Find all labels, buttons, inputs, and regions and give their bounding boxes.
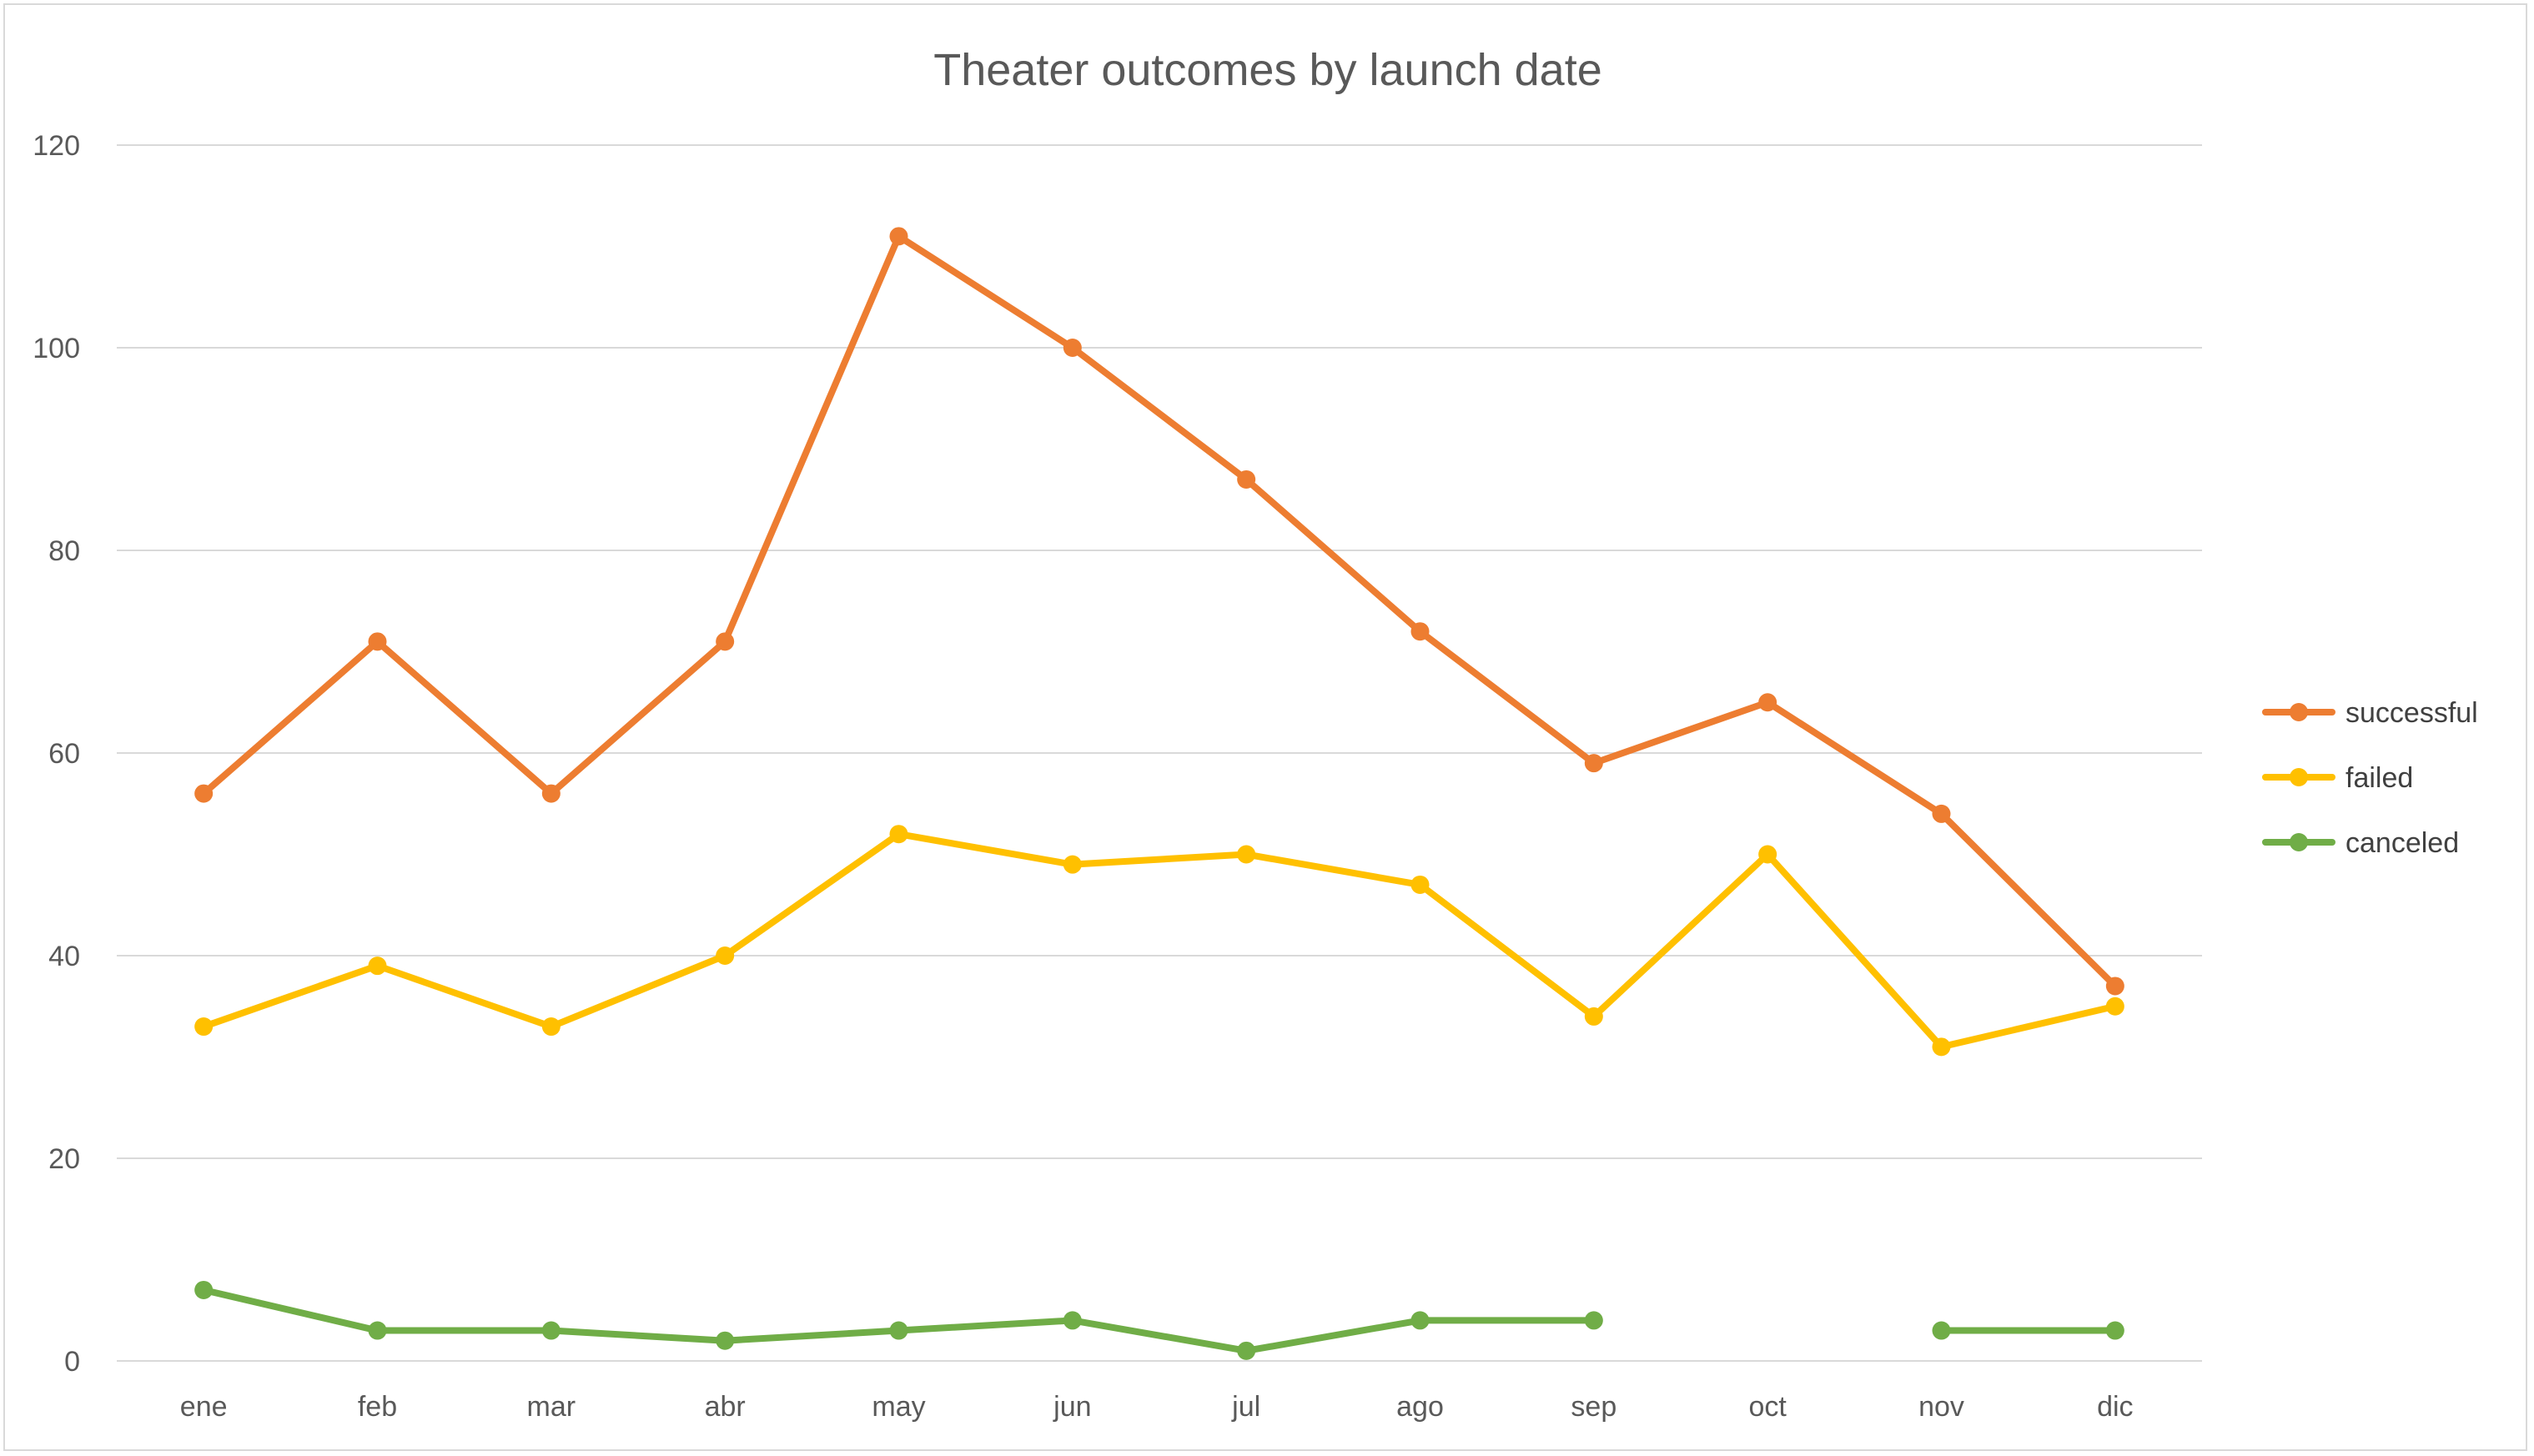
- data-point-failed-sep: [1584, 1007, 1603, 1026]
- legend-item-canceled: canceled: [2262, 827, 2459, 859]
- series-canceled: [194, 1280, 2124, 1360]
- series-line-failed: [200, 831, 2119, 1051]
- data-point-canceled-nov: [1932, 1321, 1951, 1340]
- data-point-canceled-sep: [1584, 1311, 1603, 1330]
- series-failed: [194, 825, 2124, 1057]
- legend-label: canceled: [2345, 827, 2459, 859]
- legend-label: successful: [2345, 697, 2478, 729]
- data-point-canceled-abr: [716, 1331, 735, 1350]
- data-point-failed-nov: [1932, 1037, 1951, 1057]
- series-group: [194, 227, 2124, 1360]
- x-tick-label-jul: jul: [1231, 1391, 1260, 1423]
- data-point-successful-ene: [194, 784, 214, 803]
- series-line-canceled: [200, 1286, 1597, 1354]
- data-point-failed-jul: [1237, 845, 1256, 864]
- gridlines: [117, 144, 2202, 1362]
- data-point-canceled-jul: [1237, 1341, 1256, 1360]
- x-tick-label-nov: nov: [1918, 1391, 1964, 1423]
- data-point-successful-jun: [1063, 339, 1082, 357]
- data-point-failed-feb: [368, 956, 387, 976]
- data-point-successful-abr: [716, 632, 735, 651]
- x-tick-label-ago: ago: [1396, 1391, 1444, 1423]
- data-point-failed-oct: [1758, 845, 1777, 864]
- data-point-successful-nov: [1932, 804, 1951, 823]
- y-tick-label: 60: [48, 738, 80, 770]
- data-point-canceled-jun: [1063, 1311, 1082, 1330]
- data-point-failed-jun: [1063, 855, 1082, 874]
- x-tick-label-may: may: [872, 1391, 925, 1423]
- y-tick-label: 0: [64, 1346, 80, 1378]
- data-point-successful-may: [889, 227, 908, 246]
- y-tick-label: 20: [48, 1143, 80, 1175]
- legend-item-successful: successful: [2262, 697, 2478, 729]
- data-point-successful-sep: [1584, 754, 1603, 773]
- data-point-successful-mar: [541, 784, 561, 803]
- legend-label: failed: [2345, 762, 2413, 794]
- data-point-successful-ago: [1410, 622, 1430, 641]
- data-point-canceled-ago: [1410, 1311, 1430, 1330]
- y-tick-label: 80: [48, 535, 80, 567]
- x-tick-label-oct: oct: [1748, 1391, 1787, 1423]
- legend-swatch-marker: [2290, 768, 2308, 786]
- x-tick-label-sep: sep: [1571, 1391, 1616, 1423]
- data-point-canceled-dic: [2105, 1321, 2124, 1340]
- x-tick-label-ene: ene: [180, 1391, 228, 1423]
- x-tick-label-dic: dic: [2097, 1391, 2133, 1423]
- data-point-failed-may: [889, 825, 908, 844]
- y-tick-label: 120: [33, 130, 80, 162]
- data-point-canceled-feb: [368, 1321, 387, 1340]
- data-point-successful-oct: [1758, 693, 1777, 712]
- data-point-canceled-mar: [541, 1321, 561, 1340]
- y-tick-label: 40: [48, 941, 80, 972]
- x-tick-label-mar: mar: [527, 1391, 576, 1423]
- chart-title: Theater outcomes by launch date: [933, 45, 1601, 95]
- legend: successful failed canceled: [2262, 697, 2478, 859]
- x-tick-label-jun: jun: [1053, 1391, 1091, 1423]
- line-chart: Theater outcomes by launch date 0 20 40 60 8…: [33, 45, 2478, 1423]
- data-point-failed-ene: [194, 1017, 214, 1037]
- chart-area: Theater outcomes by launch date 0 20 40 60 8…: [3, 3, 2527, 1451]
- series-successful: [194, 227, 2124, 996]
- series-line-successful: [200, 233, 2119, 990]
- data-point-successful-feb: [368, 632, 387, 651]
- legend-swatch-marker: [2290, 833, 2308, 851]
- y-tick-label: 100: [33, 333, 80, 364]
- data-point-successful-dic: [2105, 977, 2124, 996]
- x-axis-ticks: ene feb mar abr may jun jul ago sep oct nov dic: [180, 1391, 2134, 1423]
- data-point-canceled-ene: [194, 1280, 214, 1299]
- data-point-failed-mar: [541, 1017, 561, 1037]
- data-point-failed-ago: [1410, 875, 1430, 894]
- data-point-canceled-may: [889, 1321, 908, 1340]
- data-point-successful-jul: [1237, 469, 1256, 489]
- y-axis-ticks: 0 20 40 60 80 100 120: [33, 130, 80, 1378]
- x-tick-label-feb: feb: [358, 1391, 397, 1423]
- legend-swatch-marker: [2290, 703, 2308, 721]
- legend-item-failed: failed: [2262, 762, 2413, 794]
- data-point-failed-dic: [2105, 997, 2124, 1016]
- data-point-failed-abr: [716, 946, 735, 965]
- x-tick-label-abr: abr: [705, 1391, 746, 1423]
